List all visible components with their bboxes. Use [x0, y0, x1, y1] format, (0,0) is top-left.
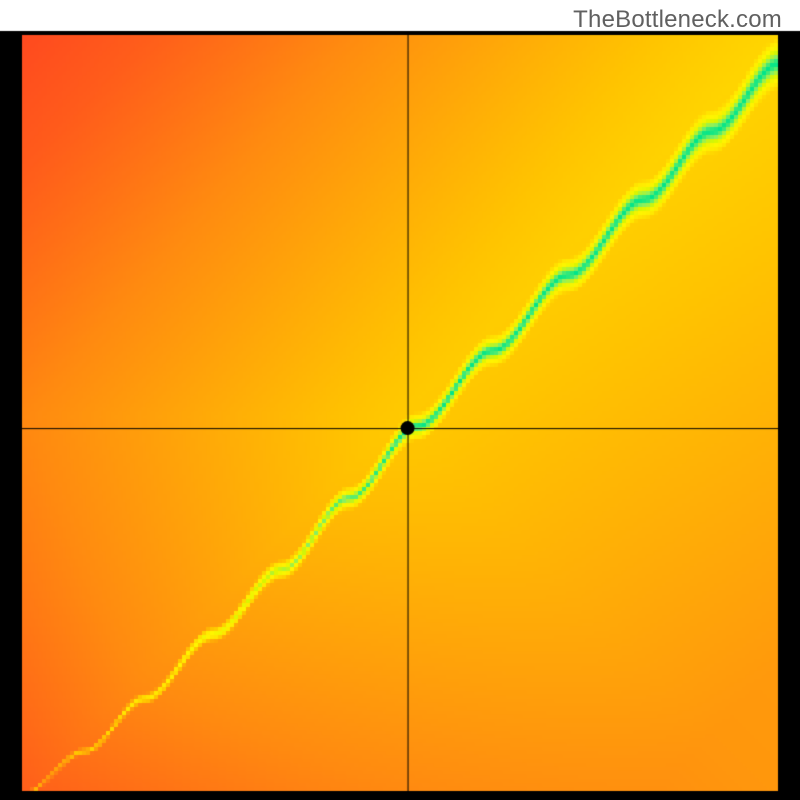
chart-container: TheBottleneck.com — [0, 0, 800, 800]
heatmap-canvas — [0, 0, 800, 800]
watermark-text: TheBottleneck.com — [573, 6, 782, 34]
